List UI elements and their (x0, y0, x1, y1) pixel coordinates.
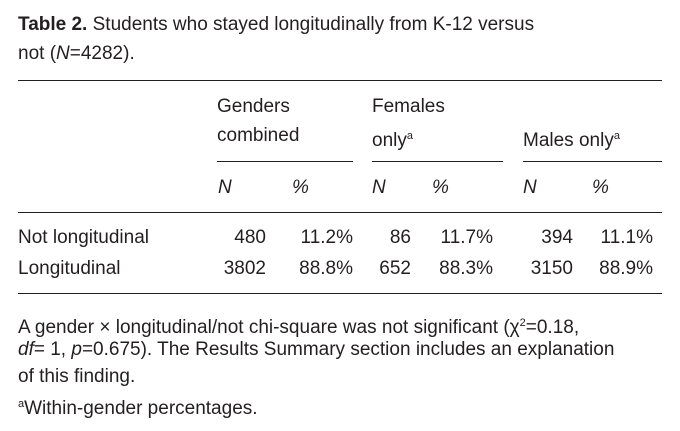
cell: 11.1% (600, 227, 653, 248)
cell: 88.3% (439, 258, 493, 279)
footnote-italic: df (18, 339, 34, 360)
footnote-text: = 1, (33, 339, 72, 360)
cell: 3802 (223, 258, 266, 279)
cell: 11.2% (300, 227, 353, 248)
note-line: aWithin-gender percentages. (18, 393, 258, 420)
rule (18, 80, 662, 81)
caption-text: Students who stayed longitudinally from … (92, 14, 535, 35)
cell: 88.8% (299, 258, 353, 279)
cell: 88.9% (599, 258, 653, 279)
group-header: Females (372, 96, 445, 117)
group-rule (372, 161, 503, 162)
subheader: % (292, 177, 309, 198)
caption-line: not (N=4282). (18, 43, 135, 65)
footnote-text: =0.18, (525, 317, 580, 338)
footnote-italic: p (71, 339, 82, 360)
caption-label: Table 2. (18, 14, 88, 35)
subheader: % (592, 177, 609, 198)
subheader: N (218, 177, 232, 198)
footnote-mark: a (18, 398, 25, 410)
cell: 480 (234, 227, 266, 248)
subheader: N (372, 177, 386, 198)
cell: 86 (389, 227, 411, 248)
group-rule (217, 161, 353, 162)
rule (18, 293, 662, 294)
group-header: Genders (217, 96, 290, 117)
caption-text: =4282). (69, 43, 135, 64)
footnote-line: A gender × longitudinal/not chi-square w… (18, 312, 579, 339)
footnote-text: =0.675). The Results Summary section inc… (81, 339, 615, 360)
superscript: 2 (519, 317, 526, 329)
footnote-mark: a (613, 130, 620, 142)
rule (18, 212, 662, 213)
group-header-text: only (372, 130, 407, 151)
row-label: Not longitudinal (18, 227, 149, 248)
cell: 11.7% (440, 227, 493, 248)
footnote-mark: a (406, 130, 413, 142)
subheader: % (432, 177, 449, 198)
cell: 652 (379, 258, 411, 279)
subheader: N (523, 177, 537, 198)
footnote-text: A gender × longitudinal/not chi-square w… (18, 317, 520, 338)
caption-text: not ( (18, 43, 57, 64)
row-label: Longitudinal (18, 258, 121, 279)
group-header: combined (217, 125, 300, 146)
group-header: Males onlya (523, 125, 620, 152)
caption-n: N (56, 43, 70, 64)
group-rule (523, 161, 662, 162)
note-text: Within-gender percentages. (24, 398, 258, 419)
cell: 3150 (530, 258, 573, 279)
footnote-line: of this finding. (18, 366, 136, 387)
footnote-line: df= 1, p=0.675). The Results Summary sec… (18, 339, 614, 361)
group-header: onlya (372, 125, 413, 152)
group-header-text: Males only (523, 130, 614, 151)
cell: 394 (541, 227, 573, 248)
caption-line: Table 2. Students who stayed longitudina… (18, 14, 534, 36)
